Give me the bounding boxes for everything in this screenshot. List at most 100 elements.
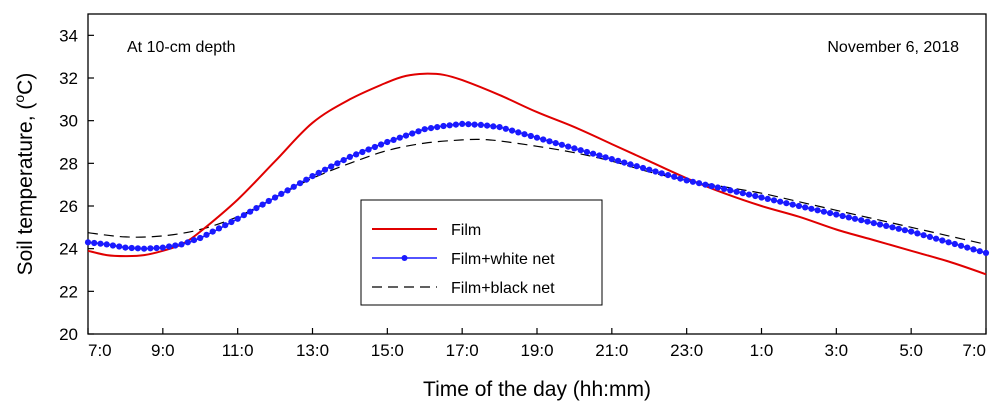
data-point: [802, 204, 809, 211]
data-point: [546, 138, 553, 145]
data-point: [733, 188, 740, 195]
data-point: [827, 210, 834, 217]
data-point: [864, 218, 871, 225]
data-point: [84, 239, 92, 246]
data-point: [459, 120, 466, 127]
data-point: [265, 197, 272, 205]
data-point: [240, 212, 247, 219]
data-point: [365, 146, 372, 153]
data-point: [602, 154, 609, 161]
data-point: [901, 227, 909, 234]
data-point: [446, 122, 453, 129]
data-point: [340, 157, 347, 164]
data-point: [521, 131, 528, 138]
data-point: [615, 157, 622, 164]
data-point: [883, 222, 890, 229]
x-tick-label: 3:0: [825, 341, 849, 360]
data-point: [434, 124, 441, 131]
data-point: [290, 183, 297, 190]
data-point: [184, 239, 191, 246]
data-point: [272, 194, 279, 201]
x-tick-label: 21:0: [595, 341, 628, 360]
data-point: [515, 129, 522, 136]
data-point: [452, 121, 459, 128]
data-point: [895, 225, 902, 232]
y-tick-label: 34: [59, 26, 78, 45]
series-markers-film-white-net: [84, 120, 990, 256]
data-point: [496, 124, 503, 131]
data-point: [166, 243, 173, 250]
data-point: [976, 248, 983, 255]
data-point: [359, 148, 366, 156]
legend-box: [360, 199, 603, 306]
data-point: [552, 140, 559, 147]
data-point: [222, 222, 229, 229]
data-point: [147, 245, 154, 252]
y-axis-title: Soil temperature, (oC): [11, 73, 37, 276]
data-point: [658, 170, 665, 177]
data-point: [777, 198, 784, 205]
data-point: [926, 233, 934, 240]
y-tick-label: 22: [59, 282, 78, 301]
x-tick-label: 15:0: [371, 341, 404, 360]
data-point: [664, 172, 672, 179]
data-point: [964, 244, 971, 251]
data-point: [627, 161, 634, 168]
data-point: [671, 173, 678, 180]
data-point: [540, 136, 547, 143]
data-point: [190, 237, 198, 244]
legend-label-film-black-net: Film+black net: [451, 280, 555, 297]
y-tick-label: 32: [59, 69, 78, 88]
data-point: [284, 187, 291, 194]
data-point: [378, 141, 385, 148]
y-tick-label: 28: [59, 154, 78, 173]
annotation-date: November 6, 2018: [827, 39, 959, 56]
data-point: [858, 217, 865, 224]
data-point: [727, 187, 734, 194]
data-point: [920, 232, 927, 239]
data-point: [876, 221, 884, 228]
data-point: [371, 143, 378, 151]
data-point: [565, 143, 572, 150]
data-point: [795, 202, 803, 210]
data-point: [508, 127, 516, 134]
data-point: [465, 121, 472, 128]
x-axis-title: Time of the day (hh:mm): [423, 378, 651, 401]
data-point: [958, 242, 965, 249]
data-point: [303, 176, 310, 183]
data-point: [590, 150, 597, 157]
data-point: [334, 160, 341, 167]
data-point: [390, 136, 397, 143]
data-point: [153, 244, 160, 252]
data-point: [633, 163, 640, 170]
data-point: [608, 156, 615, 163]
x-tick-label: 7:0: [962, 341, 986, 360]
data-point: [714, 184, 721, 191]
data-point: [845, 214, 852, 221]
data-point: [409, 130, 416, 137]
data-point: [116, 243, 123, 250]
data-point: [384, 138, 391, 146]
data-point: [527, 132, 534, 140]
data-point: [490, 123, 497, 130]
data-point: [639, 164, 647, 172]
data-point: [128, 244, 135, 252]
data-point: [808, 205, 815, 212]
data-point: [745, 191, 753, 198]
x-tick-label: 1:0: [750, 341, 774, 360]
data-point: [708, 183, 715, 190]
data-point: [577, 147, 584, 154]
data-point: [764, 195, 771, 202]
x-tick-label: 9:0: [151, 341, 175, 360]
data-point: [721, 185, 728, 192]
x-tick-label: 17:0: [446, 341, 479, 360]
data-point: [328, 163, 335, 170]
data-point: [315, 169, 322, 176]
data-point: [440, 122, 447, 130]
data-point: [951, 240, 958, 248]
data-point: [353, 151, 360, 158]
data-point: [696, 180, 703, 187]
data-point: [820, 208, 828, 215]
x-tick-label: 13:0: [296, 341, 329, 360]
series-line-film-black-net: [87, 138, 987, 245]
